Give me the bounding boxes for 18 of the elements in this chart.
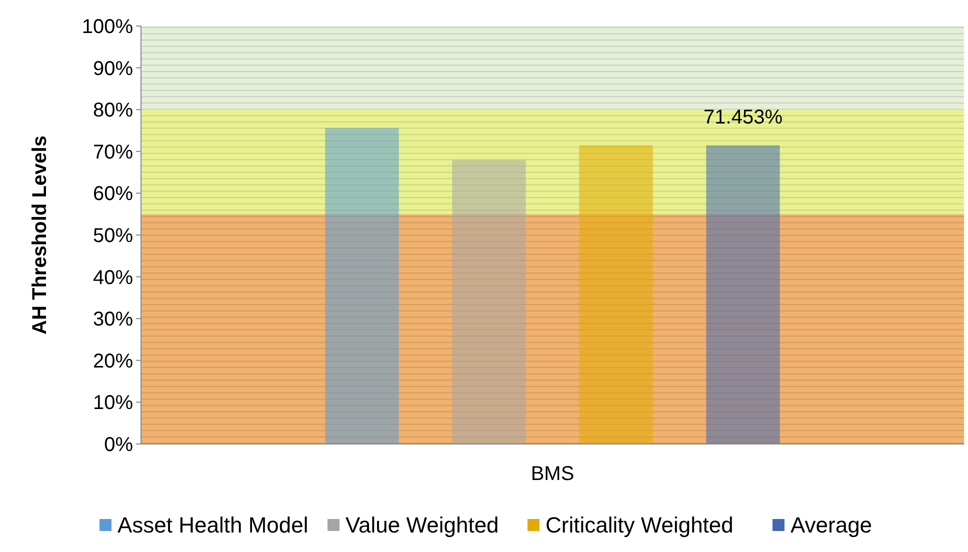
- y-tick-label: 60%: [92, 183, 134, 206]
- legend-label: Value Weighted: [346, 512, 499, 538]
- legend-label: Criticality Weighted: [546, 512, 734, 538]
- y-tick-label: 80%: [92, 100, 134, 122]
- legend-label: Average: [790, 512, 872, 538]
- x-tick-label: BMS: [530, 463, 574, 485]
- y-tick-label: 40%: [92, 266, 134, 289]
- y-tick-label: 30%: [92, 308, 134, 331]
- y-tick-label: 20%: [92, 350, 134, 372]
- y-tick-label: 100%: [82, 16, 134, 38]
- y-tick-label: 70%: [92, 141, 134, 164]
- y-tick-label: 10%: [92, 392, 134, 414]
- y-tick-label: 90%: [92, 58, 134, 80]
- data-label: 71.453%: [704, 106, 783, 128]
- y-tick-label: 0%: [104, 434, 134, 456]
- y-axis-title: AH Threshold Levels: [29, 136, 51, 334]
- legend-label: Asset Health Model: [118, 512, 308, 538]
- y-tick-label: 50%: [92, 225, 134, 247]
